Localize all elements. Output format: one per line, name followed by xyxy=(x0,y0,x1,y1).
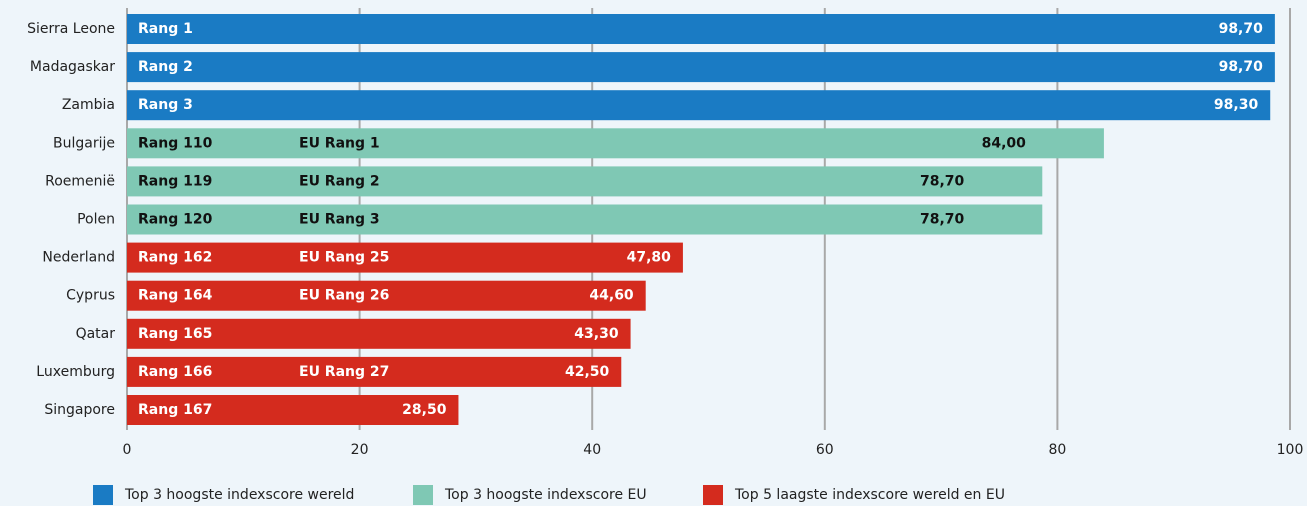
legend-label: Top 3 hoogste indexscore wereld xyxy=(124,487,354,503)
bar xyxy=(127,204,1043,235)
bar xyxy=(127,280,646,311)
eu-rank-label: EU Rang 2 xyxy=(299,173,380,189)
value-label: 98,30 xyxy=(1214,97,1259,113)
rank-label: Rang 166 xyxy=(138,364,212,380)
y-tick-label: Bulgarije xyxy=(53,135,115,151)
rank-label: Rang 1 xyxy=(138,21,193,37)
bar xyxy=(127,242,683,273)
value-label: 78,70 xyxy=(920,173,965,189)
value-label: 28,50 xyxy=(402,402,447,418)
legend-swatch xyxy=(703,485,723,505)
y-tick-label: Qatar xyxy=(76,326,116,342)
bar xyxy=(127,395,459,425)
y-tick-label: Cyprus xyxy=(66,288,115,304)
x-tick-label: 0 xyxy=(123,442,132,458)
bar xyxy=(127,356,622,387)
x-tick-label: 20 xyxy=(351,442,369,458)
legend-label: Top 3 hoogste indexscore EU xyxy=(444,487,647,503)
rank-label: Rang 165 xyxy=(138,326,212,342)
bar xyxy=(127,166,1043,197)
y-tick-label: Roemenië xyxy=(45,173,115,189)
eu-rank-label: EU Rang 26 xyxy=(299,288,389,304)
eu-rank-label: EU Rang 1 xyxy=(299,135,380,151)
value-label: 43,30 xyxy=(574,326,619,342)
legend-label: Top 5 laagste indexscore wereld en EU xyxy=(734,487,1005,503)
x-tick-label: 60 xyxy=(816,442,834,458)
value-label: 42,50 xyxy=(565,364,610,380)
y-tick-label: Zambia xyxy=(62,97,115,113)
rank-label: Rang 3 xyxy=(138,97,193,113)
bar xyxy=(127,52,1275,83)
eu-rank-label: EU Rang 27 xyxy=(299,364,389,380)
value-label: 98,70 xyxy=(1219,21,1264,37)
bar xyxy=(127,318,631,349)
x-tick-label: 80 xyxy=(1048,442,1066,458)
y-tick-label: Madagaskar xyxy=(30,59,115,75)
eu-rank-label: EU Rang 25 xyxy=(299,250,389,266)
eu-rank-label: EU Rang 3 xyxy=(299,212,380,228)
rank-label: Rang 119 xyxy=(138,173,212,189)
bar xyxy=(127,90,1271,121)
y-tick-label: Singapore xyxy=(44,402,115,418)
y-tick-label: Luxemburg xyxy=(36,364,115,380)
value-label: 84,00 xyxy=(982,135,1027,151)
rank-label: Rang 2 xyxy=(138,59,193,75)
value-label: 44,60 xyxy=(589,288,634,304)
legend-swatch xyxy=(413,485,433,505)
value-label: 47,80 xyxy=(627,250,672,266)
value-label: 78,70 xyxy=(920,212,965,228)
y-tick-label: Nederland xyxy=(42,250,115,266)
rank-label: Rang 110 xyxy=(138,135,213,151)
x-tick-label: 100 xyxy=(1277,442,1304,458)
y-tick-label: Sierra Leone xyxy=(27,21,115,37)
rank-label: Rang 167 xyxy=(138,402,212,418)
bar xyxy=(127,128,1104,159)
y-tick-label: Polen xyxy=(77,212,115,228)
legend-swatch xyxy=(93,485,113,505)
rank-label: Rang 120 xyxy=(138,212,213,228)
rank-label: Rang 162 xyxy=(138,250,212,266)
value-label: 98,70 xyxy=(1219,59,1264,75)
bar xyxy=(127,14,1275,44)
x-tick-label: 40 xyxy=(583,442,601,458)
rank-label: Rang 164 xyxy=(138,288,213,304)
